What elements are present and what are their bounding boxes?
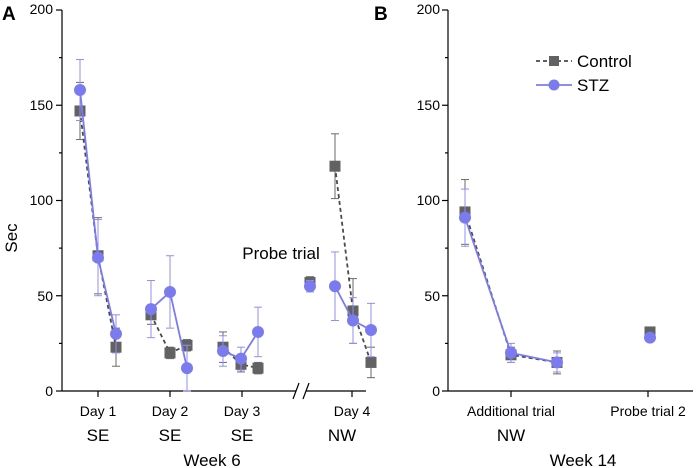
session-label: NW bbox=[497, 426, 525, 445]
x-axis-label: Week 14 bbox=[550, 451, 617, 468]
x-tick-label: Day 3 bbox=[224, 403, 261, 419]
stz-series bbox=[459, 188, 656, 373]
panel-a: A Sec 0 50 100 150 200 Day 1 Day 2 Day 3… bbox=[2, 1, 370, 468]
y-tick-label: 200 bbox=[30, 1, 54, 17]
data-point-stz bbox=[329, 280, 341, 293]
panel-b: B 0 50 100 150 200 Additional trial Prob… bbox=[374, 1, 686, 468]
plot-area-a bbox=[56, 9, 377, 400]
data-point-stz bbox=[644, 331, 656, 344]
legend-stz-marker bbox=[548, 79, 560, 91]
data-point-stz bbox=[235, 352, 247, 365]
y-tick-labels-b: 0 50 100 150 200 bbox=[417, 1, 441, 399]
axis-break-mark bbox=[292, 382, 300, 400]
session-label: SE bbox=[159, 426, 182, 445]
session-label: NW bbox=[328, 426, 356, 445]
probe-trial-annotation: Probe trial bbox=[242, 244, 319, 263]
data-point-control bbox=[252, 362, 264, 374]
control-series bbox=[459, 179, 656, 375]
stz-series bbox=[74, 59, 377, 392]
data-point-stz bbox=[252, 325, 264, 338]
y-tick-label: 50 bbox=[37, 288, 53, 304]
data-point-stz bbox=[217, 344, 229, 357]
y-tick-label: 50 bbox=[424, 288, 440, 304]
y-tick-labels-a: 0 50 100 150 200 bbox=[30, 1, 54, 399]
x-tick-label: Day 2 bbox=[152, 403, 189, 419]
legend-control-label: Control bbox=[577, 52, 632, 71]
y-tick-label: 0 bbox=[432, 383, 440, 399]
legend: Control STZ bbox=[536, 52, 632, 95]
y-tick-label: 150 bbox=[417, 97, 441, 113]
session-label: SE bbox=[231, 426, 254, 445]
series-line bbox=[334, 166, 372, 363]
data-point-stz bbox=[505, 346, 517, 359]
data-point-control bbox=[164, 347, 176, 359]
x-tick-label: Day 1 bbox=[80, 403, 117, 419]
session-labels-a: SE SE SE NW bbox=[87, 426, 357, 445]
y-tick-label: 150 bbox=[30, 97, 54, 113]
y-axis-label: Sec bbox=[2, 223, 21, 253]
data-point-stz bbox=[110, 327, 122, 340]
legend-stz-label: STZ bbox=[577, 76, 609, 95]
legend-control-marker bbox=[549, 56, 559, 66]
data-point-stz bbox=[74, 84, 86, 97]
x-tick-label: Probe trial 2 bbox=[610, 403, 686, 419]
panel-b-label: B bbox=[374, 4, 388, 25]
x-axis-label: Week 6 bbox=[183, 451, 240, 468]
data-point-stz bbox=[145, 303, 157, 316]
data-point-stz bbox=[92, 251, 104, 264]
session-label: SE bbox=[87, 426, 110, 445]
data-point-stz bbox=[181, 362, 193, 375]
x-tick-label: Day 4 bbox=[334, 403, 371, 419]
series-line bbox=[79, 89, 117, 335]
panel-a-label: A bbox=[2, 4, 16, 25]
y-tick-label: 200 bbox=[417, 1, 441, 17]
data-point-stz bbox=[551, 356, 563, 369]
data-point-stz bbox=[347, 314, 359, 327]
y-tick-label: 100 bbox=[30, 192, 54, 208]
data-point-stz bbox=[164, 285, 176, 298]
plot-area-b bbox=[442, 9, 693, 397]
y-tick-label: 100 bbox=[417, 192, 441, 208]
data-point-stz bbox=[459, 211, 471, 224]
data-point-stz bbox=[304, 280, 316, 293]
data-point-control bbox=[329, 160, 341, 172]
axis-break-mark bbox=[302, 382, 310, 400]
data-point-control bbox=[365, 356, 377, 368]
x-tick-labels-a: Day 1 Day 2 Day 3 Day 4 bbox=[80, 403, 371, 419]
y-tick-label: 0 bbox=[45, 383, 53, 399]
x-tick-label: Additional trial bbox=[467, 403, 555, 419]
series-line bbox=[464, 211, 558, 364]
data-point-stz bbox=[365, 324, 377, 337]
series-line bbox=[464, 217, 558, 364]
